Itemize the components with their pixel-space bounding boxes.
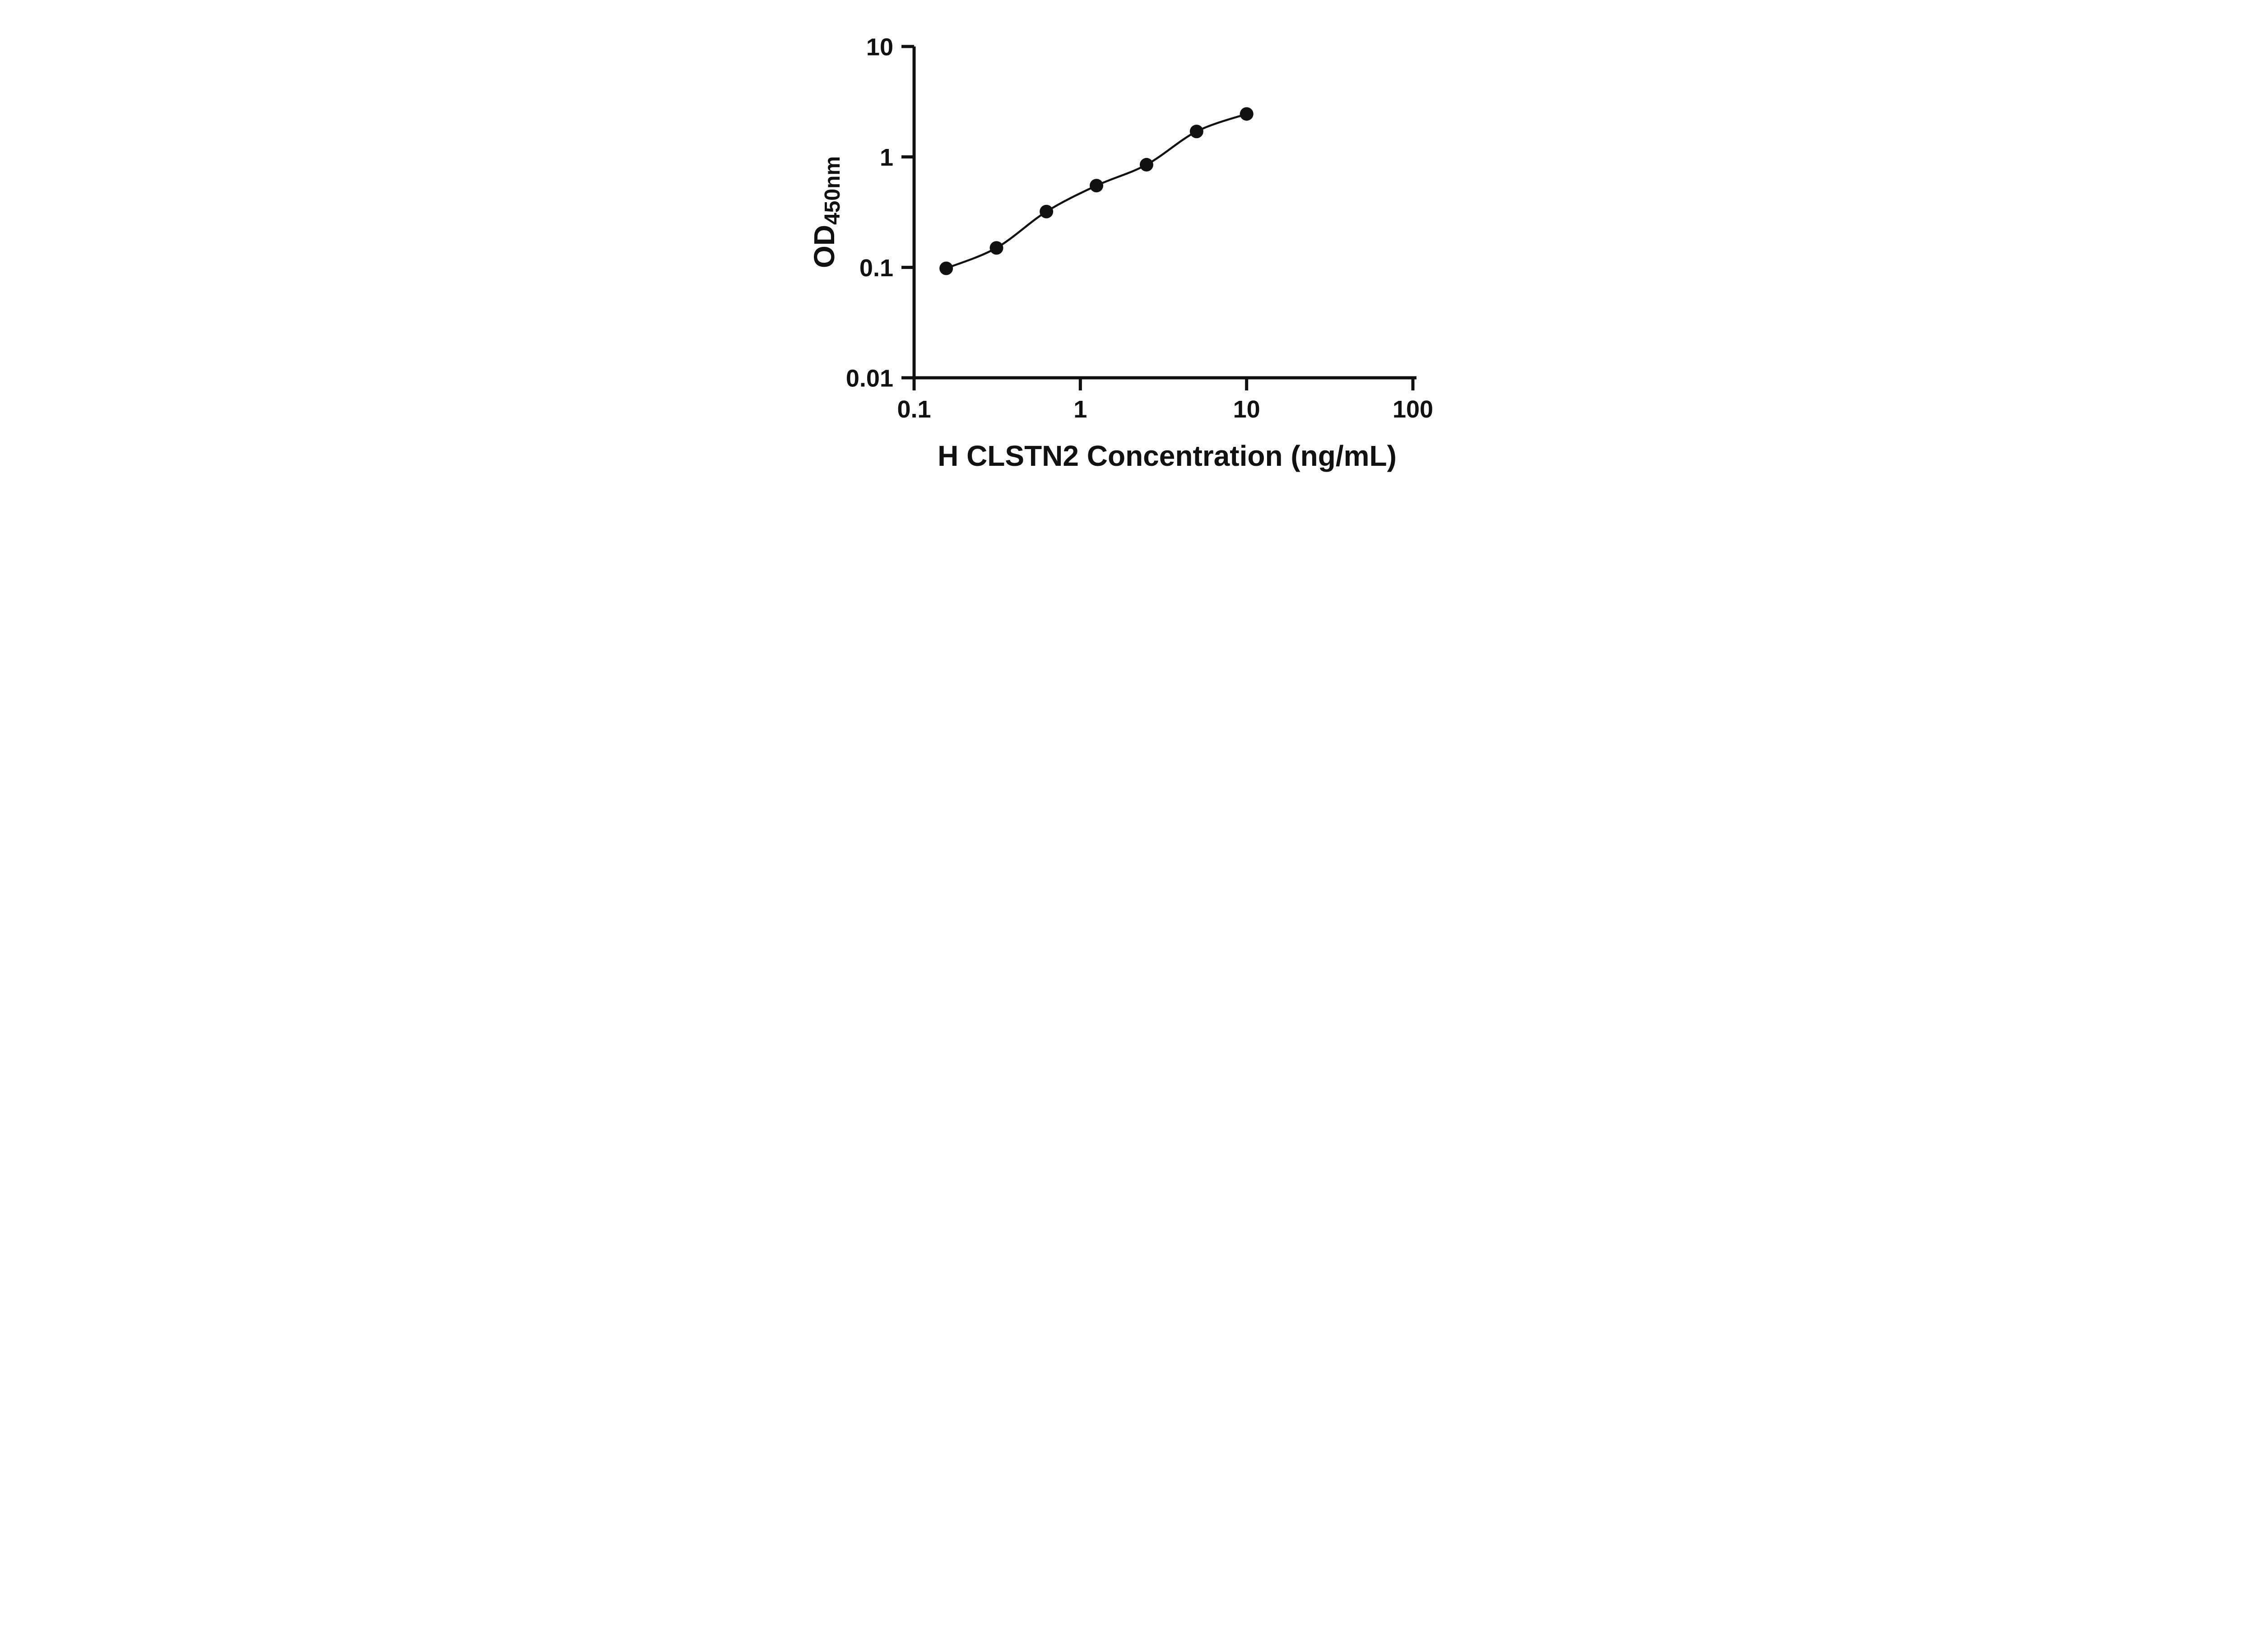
data-point-marker	[989, 241, 1003, 255]
y-tick-label: 10	[866, 33, 893, 60]
x-tick-label: 10	[1233, 396, 1260, 423]
data-point-marker	[1090, 179, 1104, 193]
x-axis-label: H CLSTN2 Concentration (ng/mL)	[938, 440, 1397, 472]
y-tick-label: 0.01	[846, 365, 893, 392]
data-point-marker	[939, 261, 953, 275]
x-tick-label: 100	[1393, 396, 1433, 423]
y-tick-label: 1	[880, 144, 893, 171]
elisa-standard-curve-figure: 0.01 0.1 1 10 0.1 1 10 100 H CLSTN2 Concentratio…	[0, 0, 2257, 497]
x-tick-label: 1	[1073, 396, 1087, 423]
y-axis-label-subscript: 450nm	[821, 156, 845, 225]
y-axis-label-main: OD	[808, 225, 841, 268]
data-point-marker	[1189, 125, 1203, 139]
axis-lines	[912, 46, 1416, 380]
x-tick-label: 0.1	[897, 396, 931, 423]
data-point-marker	[1040, 204, 1054, 218]
y-tick-label: 0.1	[859, 255, 893, 282]
y-axis-label: OD450nm	[808, 156, 845, 268]
data-point-marker	[1240, 107, 1254, 121]
data-point-marker	[1139, 158, 1153, 172]
